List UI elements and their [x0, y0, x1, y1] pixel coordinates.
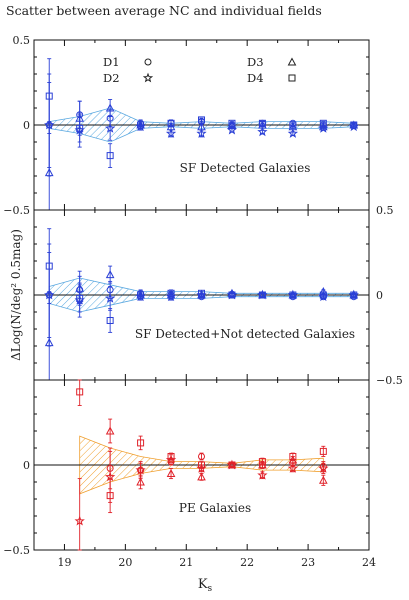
point-square — [319, 447, 327, 455]
legend-circle-icon — [144, 58, 152, 66]
y-tick-label: −0.5 — [376, 374, 403, 387]
point-square — [76, 294, 84, 302]
point-triangle — [44, 168, 54, 177]
point-square — [350, 121, 358, 129]
point-star — [165, 128, 177, 138]
point-square — [319, 291, 327, 299]
panel-bottom: −0.5 0 19 20 21 22 23 24 PE Galaxies — [3, 379, 376, 569]
point-square — [167, 453, 175, 460]
point-square — [289, 121, 297, 129]
point-star — [257, 469, 268, 480]
point-square — [167, 119, 175, 127]
point-square — [198, 461, 205, 469]
point-triangle — [105, 426, 115, 435]
series-square-middle — [45, 228, 358, 333]
x-tick-label: 22 — [240, 556, 254, 569]
point-star — [135, 464, 146, 475]
point-triangle — [166, 290, 176, 299]
point-triangle — [105, 103, 115, 112]
x-tick-label: 23 — [301, 556, 315, 569]
legend-label: D3 — [247, 55, 264, 69]
point-star — [104, 122, 116, 133]
x-tick-label: 21 — [179, 556, 193, 569]
point-square — [106, 152, 114, 160]
x-tick-label: 20 — [118, 556, 132, 569]
point-square — [228, 291, 236, 299]
point-triangle — [318, 475, 328, 484]
x-tick-label: 24 — [362, 556, 376, 569]
x-tick-label: 19 — [57, 556, 71, 569]
point-star — [287, 462, 299, 473]
legend-star-icon — [142, 72, 154, 83]
panel-middle: −0.5 0 0.5 SF Detected+Not detected Galaxie… — [33, 204, 403, 387]
point-square — [258, 458, 266, 466]
point-square — [45, 92, 53, 100]
point-square — [350, 291, 358, 299]
legend-triangle-icon — [287, 57, 297, 66]
point-star — [104, 292, 116, 303]
point-square — [137, 291, 145, 299]
y-tick-label: 0 — [23, 459, 30, 472]
legend: D1 D2 D3 D4 — [103, 55, 297, 85]
x-axis-label-main: K — [198, 577, 208, 592]
point-star — [287, 128, 299, 138]
figure-title: Scatter between average NC and individua… — [6, 3, 322, 18]
point-star — [318, 462, 329, 473]
panel-annotation-top: SF Detected Galaxies — [180, 161, 311, 175]
series-square-top — [45, 58, 358, 168]
point-star — [226, 124, 238, 135]
point-square — [45, 262, 53, 270]
y-tick-label: 0.5 — [376, 204, 394, 217]
point-square — [258, 291, 266, 299]
point-star — [196, 128, 207, 138]
legend-label: D1 — [103, 55, 120, 69]
y-tick-label: 0 — [23, 119, 30, 132]
point-square — [137, 121, 145, 129]
point-square — [228, 119, 236, 127]
point-square — [76, 388, 84, 396]
panel-top: −0.5 0 0.5 SF Detected Galaxies D1 D2 D3 D4 — [3, 34, 370, 217]
point-triangle — [105, 270, 115, 279]
point-circle — [198, 453, 205, 460]
y-tick-label: −0.5 — [3, 204, 30, 217]
point-triangle — [44, 338, 54, 347]
point-square — [198, 116, 205, 124]
point-square — [76, 124, 84, 132]
point-triangle — [197, 122, 206, 131]
point-triangle — [197, 472, 206, 481]
point-triangle — [136, 477, 145, 486]
point-square — [198, 289, 205, 297]
point-square — [137, 439, 145, 447]
point-square — [106, 317, 114, 324]
legend-label: D4 — [247, 71, 264, 85]
x-axis-label: Ks — [198, 577, 213, 594]
point-square — [228, 461, 236, 469]
point-square — [289, 291, 297, 299]
y-tick-label: −0.5 — [3, 544, 30, 557]
legend-square-icon — [288, 74, 296, 82]
panel-annotation-middle: SF Detected+Not detected Galaxies — [135, 327, 355, 341]
point-triangle — [166, 468, 176, 477]
x-axis-label-subscript: s — [208, 584, 213, 594]
panels: −0.500.5SF Detected GalaxiesD1D2D3D4−0.5… — [3, 34, 402, 569]
point-star — [74, 515, 85, 526]
y-tick-label: 0.5 — [13, 34, 31, 47]
y-axis-label: ΔLog(N/deg² 0.5mag) — [9, 229, 23, 361]
point-star — [257, 126, 268, 137]
panel-annotation-bottom: PE Galaxies — [179, 501, 251, 515]
point-square — [319, 119, 327, 127]
point-square — [258, 119, 266, 127]
point-square — [106, 492, 114, 500]
series-square-bottom — [76, 379, 327, 514]
point-square — [289, 453, 297, 460]
legend-label: D2 — [103, 71, 120, 85]
point-square — [167, 289, 175, 297]
y-tick-label: 0 — [376, 289, 383, 302]
